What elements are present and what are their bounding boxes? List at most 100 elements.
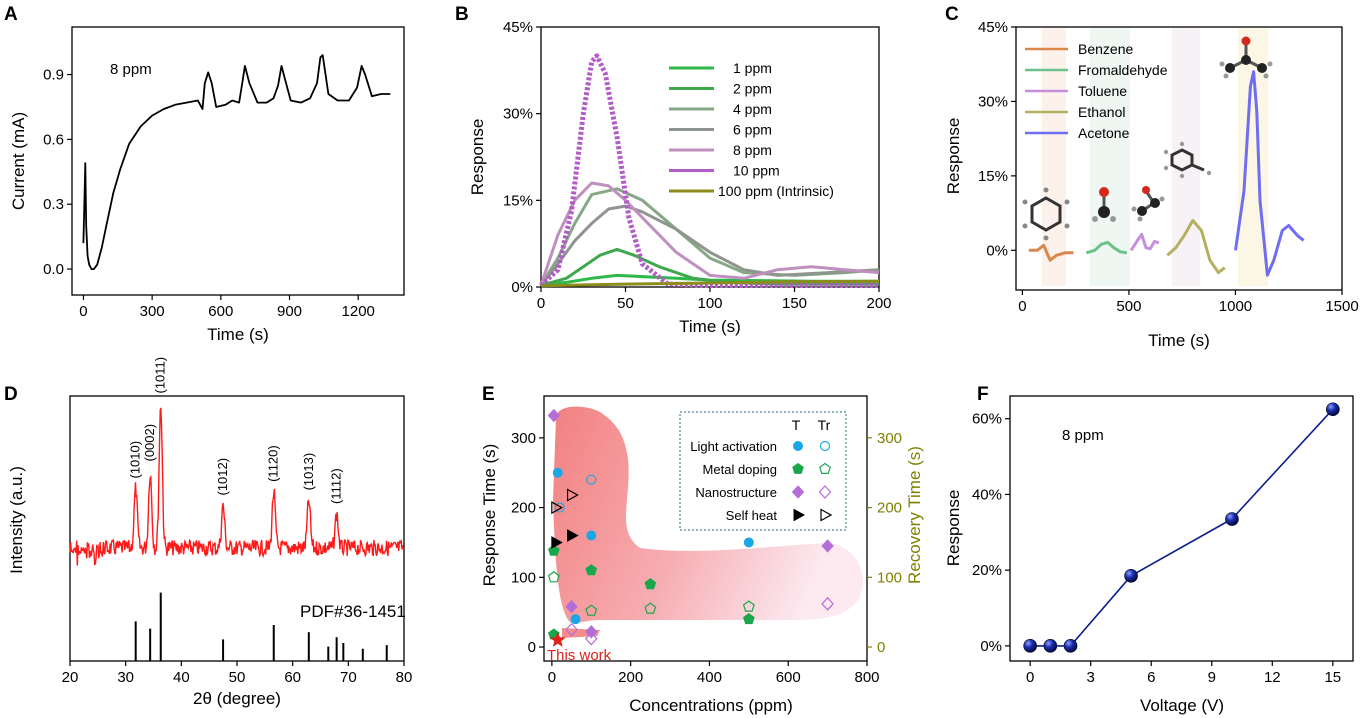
panel-c-y-tick-label: 0%	[986, 242, 1008, 259]
panel-e-legend-label: Self heat	[726, 508, 778, 523]
panel-e-data-point	[584, 631, 598, 646]
panel-e-data-point	[567, 529, 579, 542]
panel-b-x-tick-label: 0	[537, 295, 545, 312]
panel-d-chart: 20 30 40 50 60 70 80 (1010) (0002) (1011) (1012) (1…	[7, 357, 412, 708]
panel-b-series-line	[539, 204, 880, 287]
panel-b-y-tick-label: 30%	[503, 106, 533, 123]
panel-c-series-line	[1234, 70, 1305, 277]
panel-e-data-point	[547, 571, 560, 583]
panel-e-data-point	[565, 622, 578, 637]
panel-e-data-point	[570, 614, 581, 625]
panel-c-xlabel: Time (s)	[1148, 331, 1210, 350]
panel-e-legend-marker-filled	[793, 508, 806, 522]
panel-f-x-tick-label: 12	[1264, 669, 1281, 686]
panel-e-legend-marker-filled	[791, 485, 805, 499]
panel-e-legend: T Tr Light activation Metal doping Nanostruc…	[679, 411, 847, 531]
panel-a-ylabel: Current (mA)	[9, 112, 28, 210]
panel-d-plot: 20 30 40 50 60 70 80 (1010) (0002) (1011) (1012) (1…	[62, 357, 413, 686]
panel-a-x-tick-label: 300	[140, 303, 165, 320]
panel-b-series-line	[539, 187, 880, 287]
panel-e-data-point	[586, 530, 597, 541]
formaldehyde-molecule-icon	[1092, 187, 1116, 222]
panel-e-legend-label: Light activation	[690, 439, 777, 454]
panel-e-legend-marker-open	[818, 485, 832, 499]
panel-a-x-tick-label: 0	[79, 303, 87, 320]
panel-c-chart: 0 500 1000 1500 0% 15% 30% 45% Benzene Fromaldeh…	[944, 19, 1359, 350]
panel-e-data-point	[548, 544, 560, 556]
panel-c-series-line	[1166, 219, 1226, 275]
panel-b-x-tick-label: 150	[782, 295, 807, 312]
panel-a-annotation: 8 ppm	[110, 61, 152, 78]
panel-a-y-tick-label: 0.3	[43, 196, 64, 213]
panel-b-legend-label: 6 ppm	[733, 122, 772, 138]
panel-d-frame	[69, 395, 405, 662]
panel-e-legend-header-t: T	[792, 417, 801, 433]
panel-f-y-tick-label: 60%	[972, 411, 1002, 428]
panel-e-frame	[543, 395, 868, 662]
panel-a-x-tick-label: 1200	[342, 303, 375, 320]
panel-b-plot: 0 50 100 150 200 0% 15% 30% 45%	[503, 19, 892, 312]
panel-a-y-tick-label: 0.9	[43, 67, 64, 84]
panel-d-ylabel: Intensity (a.u.)	[7, 466, 26, 574]
panel-e-data-point	[644, 602, 657, 614]
panel-b-legend-label: 4 ppm	[733, 101, 772, 117]
panel-e-legend-label: Metal doping	[703, 462, 777, 477]
panel-e-y2-tick-label: 200	[877, 500, 902, 517]
panel-e-y-tick-label: 0	[528, 639, 536, 656]
panel-e-y-tick-label: 300	[511, 430, 536, 447]
panel-e-y2-tick-label: 100	[877, 569, 902, 586]
panel-e-y-tick-label: 200	[511, 500, 536, 517]
panel-c-x-tick-label: 1000	[1219, 298, 1252, 315]
panel-c-x-tick-label: 0	[1018, 298, 1026, 315]
panel-e-x-tick-label: 800	[854, 669, 879, 686]
panel-c-legend-label: Fromaldehyde	[1078, 62, 1168, 78]
panel-b-y-tick-label: 15%	[503, 192, 533, 209]
panel-d-x-tick-label: 40	[173, 669, 190, 686]
panel-a-chart: 0 300 600 900 1200 0.0 0.3 0.6 0.9 8 ppm Time (s…	[9, 26, 405, 344]
panel-label-d: D	[4, 384, 18, 405]
panel-e-data-point	[552, 467, 563, 478]
panel-e-y2-tick-label: 300	[877, 430, 902, 447]
panel-b-frame	[540, 26, 880, 288]
panel-b-x-tick-label: 100	[697, 295, 722, 312]
panel-d-x-tick-label: 30	[117, 669, 134, 686]
panel-e-y-tick-label: 100	[511, 569, 536, 586]
panel-e-data-point	[742, 600, 755, 612]
panel-e-chart: 0 200 400 600 800 0 100 200 300 0 100 200 300 T Tr Lig…	[480, 395, 924, 715]
panel-e-xlabel: Concentrations (ppm)	[629, 696, 792, 715]
panel-f-plot: 0 3 6 9 12 15 0% 20% 40% 60%	[972, 402, 1341, 686]
panel-b-series-line	[540, 279, 880, 288]
panel-b-legend-label: 1 ppm	[733, 60, 772, 76]
panel-f-x-tick-label: 3	[1087, 669, 1095, 686]
panel-d-peak-label: (0002)	[142, 424, 157, 462]
panel-e-legend-marker-open	[820, 508, 833, 522]
benzene-molecule-icon	[1022, 187, 1070, 241]
panel-a-y-tick-label: 0.0	[43, 261, 64, 278]
panel-d-reference-label: PDF#36-1451	[300, 602, 406, 621]
panel-c-legend-label: Acetone	[1078, 125, 1130, 141]
panel-b-ylabel: Response	[468, 119, 487, 196]
panel-d-x-tick-label: 20	[62, 669, 79, 686]
panel-b-x-tick-label: 50	[617, 295, 634, 312]
panel-f-data-point	[1326, 402, 1340, 417]
panel-label-c: C	[945, 4, 959, 25]
panel-a-plot: 0 300 600 900 1200 0.0 0.3 0.6 0.9	[43, 54, 391, 320]
toluene-molecule-icon	[1163, 141, 1212, 179]
panel-e-data-point	[565, 599, 578, 614]
panel-e-data-point	[644, 578, 657, 590]
panel-b-legend-label: 2 ppm	[733, 81, 772, 97]
panel-b-xlabel: Time (s)	[679, 317, 741, 336]
panel-b-legend-label: 100 ppm (Intrinsic)	[718, 183, 834, 199]
panel-f-ylabel: Response	[944, 490, 963, 567]
panel-d-x-tick-label: 50	[229, 669, 246, 686]
panel-e-data-point	[743, 613, 755, 625]
panel-d-peak-label: (1013)	[301, 453, 316, 491]
panel-label-b: B	[455, 4, 469, 25]
ethanol-molecule-icon	[1131, 186, 1165, 222]
panel-e-data-point	[551, 501, 564, 515]
panel-c-plot: 0 500 1000 1500 0% 15% 30% 45%	[978, 19, 1359, 315]
panel-e-data-point	[547, 408, 561, 423]
panel-f-data-point	[1225, 512, 1239, 526]
panel-f-data-point	[1063, 639, 1078, 653]
panel-b-x-tick-label: 200	[866, 295, 891, 312]
